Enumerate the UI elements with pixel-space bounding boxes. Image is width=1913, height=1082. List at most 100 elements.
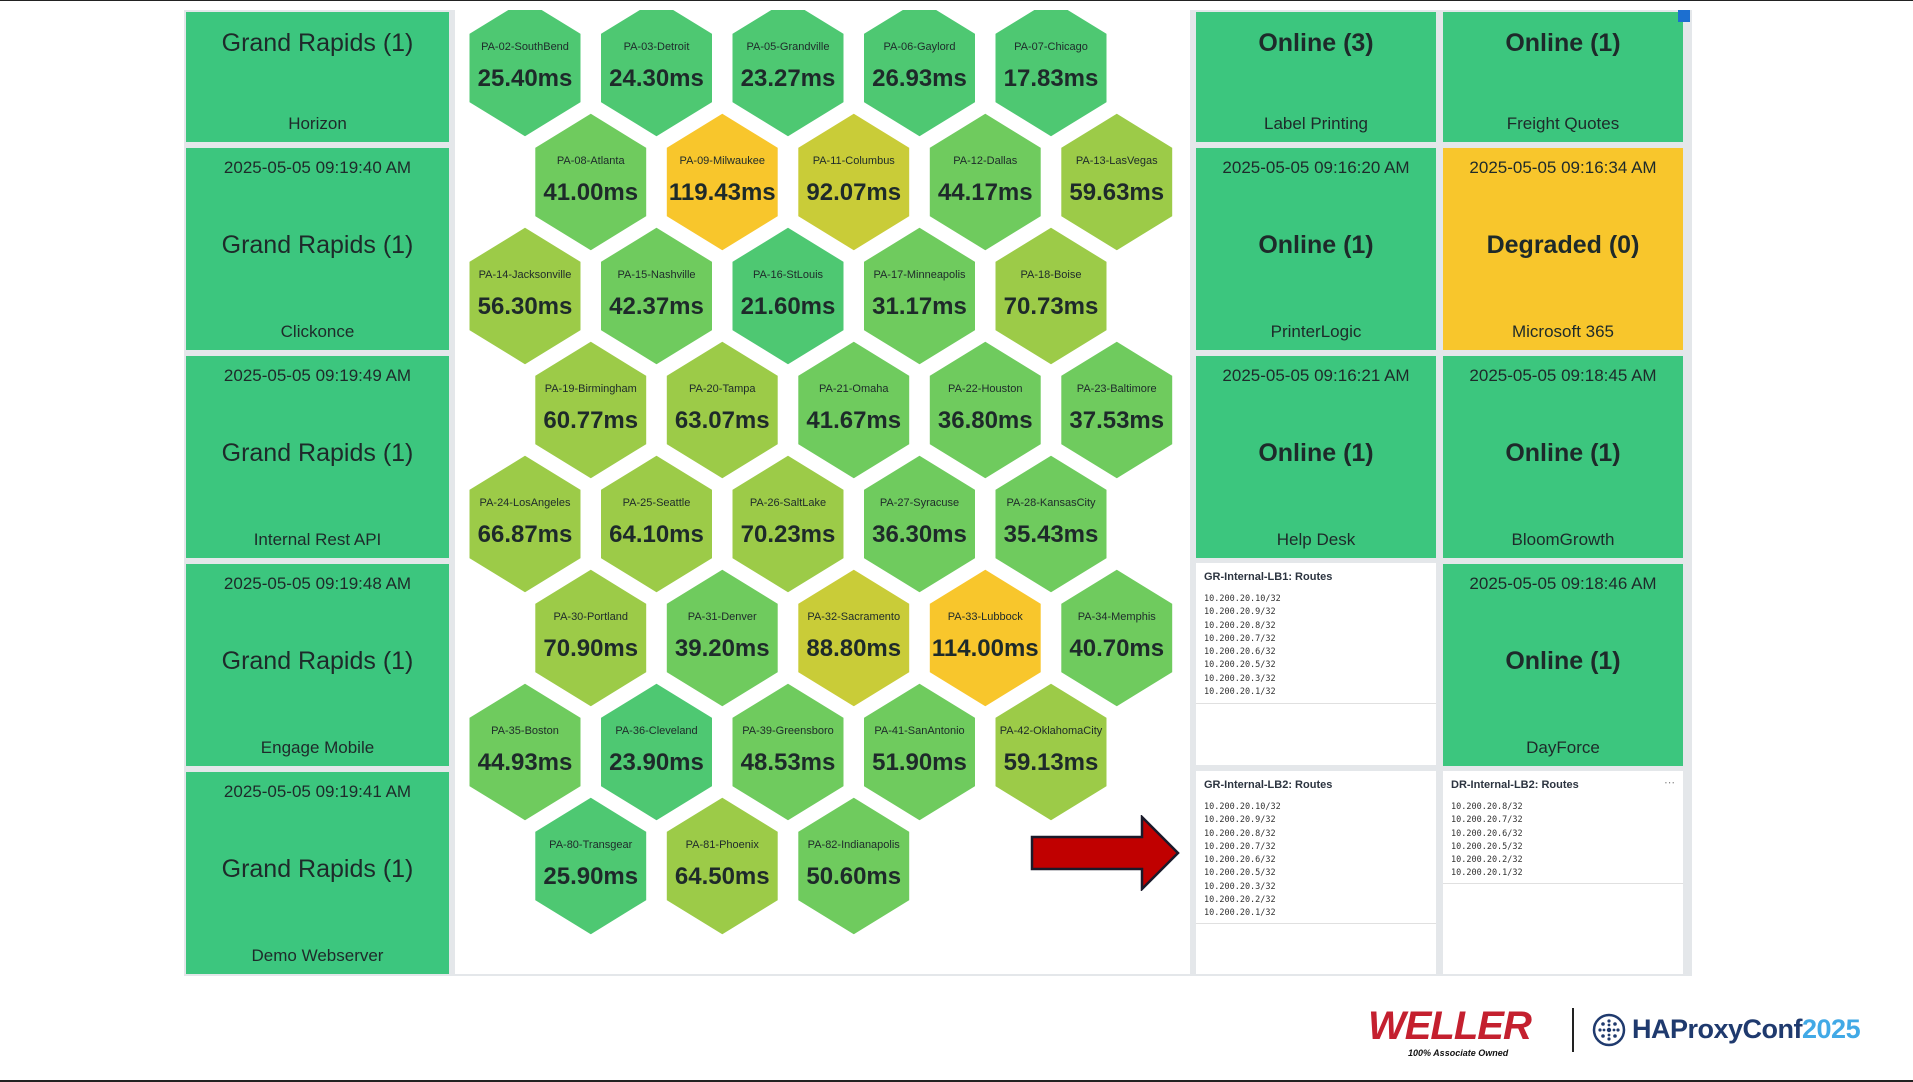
- hex-site-name: PA-21-Omaha: [819, 383, 889, 395]
- top-border: [0, 0, 1913, 1]
- hex-shape: [598, 10, 715, 140]
- hex-pa-31-denver[interactable]: PA-31-Denver 39.20ms: [663, 566, 781, 710]
- status-tile-microsoft-365[interactable]: 2025-05-05 09:16:34 AM Degraded (0) Micros…: [1443, 148, 1683, 350]
- hex-pa-39-greensboro[interactable]: PA-39-Greensboro 48.53ms: [729, 680, 847, 824]
- hex-pa-33-lubbock[interactable]: PA-33-Lubbock 114.00ms: [926, 566, 1044, 710]
- hex-latency-value: 59.13ms: [1004, 749, 1099, 776]
- hex-pa-16-stlouis[interactable]: PA-16-StLouis 21.60ms: [729, 224, 847, 368]
- tile-label: PrinterLogic: [1270, 322, 1362, 341]
- hex-shape: [861, 452, 978, 596]
- hex-pa-80-transgear[interactable]: PA-80-Transgear 25.90ms: [532, 794, 650, 938]
- status-tile-horizon[interactable]: Grand Rapids (1) Horizon: [186, 12, 449, 142]
- hex-site-name: PA-14-Jacksonville: [479, 269, 572, 281]
- hex-pa-13-lasvegas[interactable]: PA-13-LasVegas 59.63ms: [1058, 110, 1176, 254]
- status-tile-label-printing[interactable]: Online (3) Label Printing: [1196, 12, 1436, 142]
- hex-site-name: PA-05-Grandville: [747, 41, 830, 53]
- tile-label: Microsoft 365: [1511, 322, 1615, 341]
- hex-pa-20-tampa[interactable]: PA-20-Tampa 63.07ms: [663, 338, 781, 482]
- hex-pa-23-baltimore[interactable]: PA-23-Baltimore 37.53ms: [1058, 338, 1176, 482]
- hex-pa-24-losangeles[interactable]: PA-24-LosAngeles 66.87ms: [466, 452, 584, 596]
- status-tile-help-desk[interactable]: 2025-05-05 09:16:21 AM Online (1) Help Des…: [1196, 356, 1436, 558]
- hex-pa-18-boise[interactable]: PA-18-Boise 70.73ms: [992, 224, 1110, 368]
- route-title: GR-Internal-LB1: Routes: [1204, 571, 1333, 583]
- hex-pa-42-oklahomacity[interactable]: PA-42-OklahomaCity 59.13ms: [992, 680, 1110, 824]
- hex-pa-22-houston[interactable]: PA-22-Houston 36.80ms: [926, 338, 1044, 482]
- hex-shape: [598, 224, 715, 368]
- hex-pa-27-syracuse[interactable]: PA-27-Syracuse 36.30ms: [861, 452, 978, 596]
- hex-pa-06-gaylord[interactable]: PA-06-Gaylord 26.93ms: [861, 10, 978, 140]
- hex-shape: [532, 566, 650, 710]
- hex-pa-19-birmingham[interactable]: PA-19-Birmingham 60.77ms: [532, 338, 650, 482]
- status-tile-bloomgrowth[interactable]: 2025-05-05 09:18:45 AM Online (1) BloomGro…: [1443, 356, 1683, 558]
- status-tile-printerlogic[interactable]: 2025-05-05 09:16:20 AM Online (1) PrinterL…: [1196, 148, 1436, 350]
- status-tile-clickonce[interactable]: 2025-05-05 09:19:40 AM Grand Rapids (1) Cl…: [186, 148, 449, 350]
- route-entry: 10.200.20.3/32: [1204, 673, 1276, 684]
- route-panel-gr-lb1: GR-Internal-LB1: Routes 10.200.20.10/32 1…: [1196, 563, 1436, 765]
- hex-pa-05-grandville[interactable]: PA-05-Grandville 23.27ms: [729, 10, 847, 140]
- hex-site-name: PA-22-Houston: [948, 383, 1022, 395]
- hex-pa-28-kansascity[interactable]: PA-28-KansasCity 35.43ms: [992, 452, 1110, 596]
- hex-site-name: PA-26-SaltLake: [750, 497, 826, 509]
- hex-site-name: PA-31-Denver: [688, 611, 757, 623]
- hex-site-name: PA-18-Boise: [1021, 269, 1082, 281]
- route-entry: 10.200.20.6/32: [1451, 828, 1523, 839]
- hex-site-name: PA-30-Portland: [554, 611, 628, 623]
- hex-pa-41-sanantonio[interactable]: PA-41-SanAntonio 51.90ms: [861, 680, 978, 824]
- hex-pa-09-milwaukee[interactable]: PA-09-Milwaukee 119.43ms: [663, 110, 781, 254]
- more-options-icon[interactable]: ⋯: [1664, 777, 1675, 789]
- hex-site-name: PA-34-Memphis: [1078, 611, 1157, 623]
- expand-icon[interactable]: [1678, 10, 1690, 22]
- hex-pa-17-minneapolis[interactable]: PA-17-Minneapolis 31.17ms: [861, 224, 978, 368]
- hex-pa-07-chicago[interactable]: PA-07-Chicago 17.83ms: [992, 10, 1110, 140]
- hex-site-name: PA-41-SanAntonio: [874, 725, 964, 737]
- hex-pa-08-atlanta[interactable]: PA-08-Atlanta 41.00ms: [532, 110, 650, 254]
- hex-latency-value: 92.07ms: [806, 179, 901, 206]
- hex-site-name: PA-27-Syracuse: [880, 497, 959, 509]
- hex-pa-34-memphis[interactable]: PA-34-Memphis 40.70ms: [1058, 566, 1176, 710]
- hex-shape: [795, 566, 913, 710]
- hex-shape: [795, 110, 913, 254]
- status-tile-internal-rest-api[interactable]: 2025-05-05 09:19:49 AM Grand Rapids (1) In…: [186, 356, 449, 558]
- route-entry: 10.200.20.5/32: [1204, 868, 1276, 879]
- status-tile-dayforce[interactable]: 2025-05-05 09:18:46 AM Online (1) DayForce: [1443, 564, 1683, 766]
- hex-pa-36-cleveland[interactable]: PA-36-Cleveland 23.90ms: [598, 680, 715, 824]
- hex-latency-value: 23.27ms: [741, 65, 836, 92]
- divider: [1196, 923, 1436, 924]
- hex-pa-14-jacksonville[interactable]: PA-14-Jacksonville 56.30ms: [466, 224, 584, 368]
- route-entry: 10.200.20.7/32: [1204, 633, 1276, 644]
- hex-shape: [926, 338, 1044, 482]
- tile-timestamp: 2025-05-05 09:16:20 AM: [1222, 158, 1410, 177]
- hex-shape: [1058, 338, 1176, 482]
- hex-pa-15-nashville[interactable]: PA-15-Nashville 42.37ms: [598, 224, 715, 368]
- status-tile-demo-webserver[interactable]: 2025-05-05 09:19:41 AM Grand Rapids (1) De…: [186, 772, 449, 974]
- red-arrow-icon: [1030, 815, 1180, 891]
- hex-pa-21-omaha[interactable]: PA-21-Omaha 41.67ms: [795, 338, 913, 482]
- tile-status: Grand Rapids (1): [221, 439, 414, 467]
- status-tile-engage-mobile[interactable]: 2025-05-05 09:19:48 AM Grand Rapids (1) En…: [186, 564, 449, 766]
- hex-pa-03-detroit[interactable]: PA-03-Detroit 24.30ms: [598, 10, 715, 140]
- hex-pa-81-phoenix[interactable]: PA-81-Phoenix 64.50ms: [663, 794, 781, 938]
- hex-pa-82-indianapolis[interactable]: PA-82-Indianapolis 50.60ms: [795, 794, 913, 938]
- hex-pa-25-seattle[interactable]: PA-25-Seattle 64.10ms: [598, 452, 715, 596]
- hex-pa-12-dallas[interactable]: PA-12-Dallas 44.17ms: [926, 110, 1044, 254]
- logo-divider: [1572, 1008, 1574, 1052]
- hex-shape: [795, 794, 913, 938]
- status-tile-freight-quotes[interactable]: Online (1) Freight Quotes: [1443, 12, 1683, 142]
- hex-pa-32-sacramento[interactable]: PA-32-Sacramento 88.80ms: [795, 566, 913, 710]
- hex-pa-26-saltlake[interactable]: PA-26-SaltLake 70.23ms: [729, 452, 847, 596]
- route-title: GR-Internal-LB2: Routes: [1204, 779, 1333, 791]
- hex-pa-02-southbend[interactable]: PA-02-SouthBend 25.40ms: [466, 10, 584, 140]
- hex-site-name: PA-16-StLouis: [753, 269, 824, 281]
- hex-pa-30-portland[interactable]: PA-30-Portland 70.90ms: [532, 566, 650, 710]
- hex-latency-value: 42.37ms: [609, 293, 704, 320]
- hex-latency-value: 64.50ms: [675, 863, 770, 890]
- tile-status: Online (1): [1505, 29, 1621, 57]
- hex-pa-35-boston[interactable]: PA-35-Boston 44.93ms: [466, 680, 584, 824]
- route-title: DR-Internal-LB2: Routes: [1451, 779, 1579, 791]
- hex-shape: [663, 794, 781, 938]
- hex-pa-11-columbus[interactable]: PA-11-Columbus 92.07ms: [795, 110, 913, 254]
- hex-latency-value: 44.17ms: [938, 179, 1033, 206]
- tile-label: Horizon: [288, 114, 347, 133]
- hex-shape: [466, 680, 584, 824]
- route-list: 10.200.20.10/32 10.200.20.9/32 10.200.20.8…: [1204, 801, 1281, 921]
